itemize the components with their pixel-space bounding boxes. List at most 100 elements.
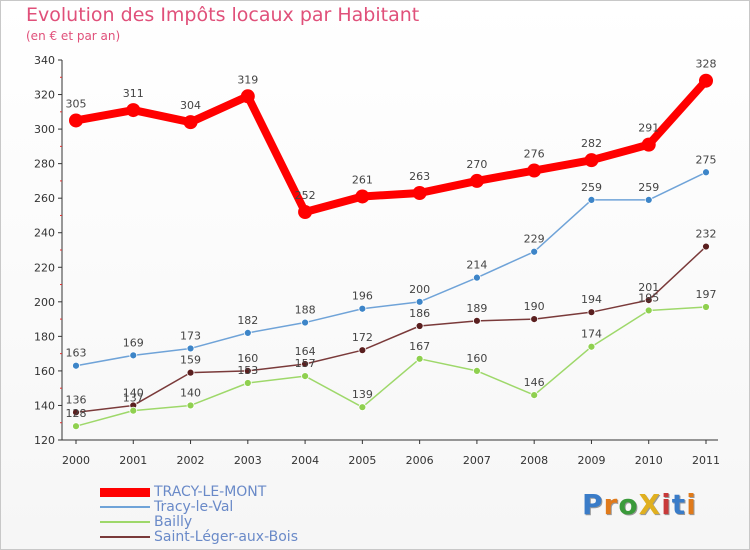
data-point-tracy-le-val [587,196,596,204]
x-tick-label: 2006 [406,454,434,467]
data-label-tracy-le-val: 169 [123,336,144,349]
data-point-tracy-le-mont [412,186,427,200]
data-label-tracy-le-val: 182 [237,314,258,327]
y-tick-label: 140 [34,399,55,412]
data-label-tracy-le-mont: 270 [466,158,487,171]
data-label-tracy-le-mont: 291 [638,122,659,135]
x-tick-label: 2009 [577,454,605,467]
data-label-tracy-le-mont: 261 [352,173,373,186]
data-point-tracy-le-val [186,344,195,353]
data-label-tracy-le-val: 163 [66,347,87,360]
data-label-bailly: 128 [66,407,87,420]
data-label-tracy-le-mont: 305 [66,97,87,110]
x-tick-label: 2011 [692,454,720,467]
data-point-tracy-le-mont [584,153,599,168]
data-label-tracy-le-mont: 276 [524,148,545,161]
legend-label: Saint-Léger-aux-Bois [154,529,298,545]
y-tick-label: 300 [34,123,55,136]
data-point-tracy-le-mont [527,163,542,178]
data-point-bailly [243,379,252,387]
data-point-tracy-le-val [72,361,80,370]
data-point-saint-leger-aux-bois [186,368,195,377]
data-point-bailly [587,342,596,351]
data-label-saint-leger-aux-bois: 190 [524,300,545,313]
x-tick-label: 2010 [635,454,663,467]
data-label-bailly: 137 [123,392,144,405]
data-point-bailly [530,391,539,399]
y-tick-label: 260 [34,192,55,205]
legend-label: Tracy-le-Val [154,499,234,515]
y-tick-label: 280 [34,158,55,171]
data-point-saint-leger-aux-bois [301,360,309,368]
data-point-tracy-le-val [301,318,309,327]
legend-swatch [100,521,150,523]
data-label-tracy-le-val: 188 [295,304,316,317]
data-point-bailly [473,367,481,375]
legend-item-tracy-le-val: Tracy-le-Val [100,499,360,515]
x-tick-label: 2003 [234,454,262,467]
x-tick-label: 2008 [520,454,548,467]
x-tick-label: 2001 [119,454,147,467]
data-label-tracy-le-val: 196 [352,290,373,303]
series-line-tracy-le-val [75,171,707,367]
data-label-saint-leger-aux-bois: 140 [123,386,144,399]
data-label-tracy-le-mont: 311 [123,87,144,100]
x-tick-label: 2000 [62,454,90,467]
proxiti-logo: ProXiti [582,488,697,521]
data-label-tracy-le-val: 229 [524,233,545,246]
data-label-saint-leger-aux-bois: 201 [638,281,659,294]
data-label-tracy-le-val: 214 [466,259,487,272]
data-label-tracy-le-mont: 328 [696,58,717,71]
series-line-tracy-le-mont [72,76,710,216]
data-label-saint-leger-aux-bois: 186 [409,307,430,320]
legend-item-bailly: Bailly [100,514,360,530]
data-point-tracy-le-val [530,247,539,256]
chart-subtitle: (en € et par an) [26,29,121,43]
data-label-tracy-le-val: 259 [581,181,602,194]
data-label-tracy-le-val: 259 [638,181,659,194]
data-label-saint-leger-aux-bois: 164 [295,345,316,358]
data-point-tracy-le-val [415,297,424,306]
y-tick-label: 200 [34,296,55,309]
data-label-tracy-le-val: 275 [696,153,717,166]
x-tick-label: 2005 [348,454,376,467]
data-label-tracy-le-mont: 319 [237,73,258,86]
data-label-saint-leger-aux-bois: 232 [696,228,717,241]
data-label-tracy-le-mont: 304 [180,99,201,112]
y-tick-label: 240 [34,227,55,240]
x-tick-label: 2007 [463,454,491,467]
data-label-saint-leger-aux-bois: 194 [581,293,602,306]
data-point-tracy-le-val [473,273,481,282]
data-label-bailly: 139 [352,388,373,401]
data-point-saint-leger-aux-bois [530,315,539,323]
data-label-saint-leger-aux-bois: 159 [180,354,201,367]
legend-label: TRACY-LE-MONT [154,484,267,500]
y-tick-label: 120 [34,434,55,447]
series-line-saint-leger-aux-bois [75,245,707,414]
data-point-tracy-le-mont [298,205,313,219]
data-label-bailly: 197 [696,288,717,301]
data-point-saint-leger-aux-bois [243,367,252,375]
data-point-tracy-le-mont [641,137,656,152]
data-point-tracy-le-mont [69,113,83,128]
legend-item-saint-leger-aux-bois: Saint-Léger-aux-Bois [100,529,360,545]
x-tick-label: 2004 [291,454,319,467]
data-point-bailly [358,403,367,412]
data-label-bailly: 140 [180,386,201,399]
y-tick-label: 180 [34,330,55,343]
data-label-bailly: 160 [466,352,487,365]
y-tick-label: 340 [34,54,55,67]
data-label-bailly: 146 [524,376,545,389]
legend-swatch [100,488,150,497]
series-line-bailly [75,306,707,427]
data-label-saint-leger-aux-bois: 172 [352,331,373,344]
data-point-saint-leger-aux-bois [473,316,481,325]
data-point-tracy-le-mont [699,73,713,88]
data-point-saint-leger-aux-bois [644,296,653,304]
data-label-tracy-le-mont: 263 [409,170,430,183]
data-label-tracy-le-mont: 282 [581,137,602,150]
data-point-tracy-le-mont [183,115,198,130]
x-tick-label: 2002 [177,454,205,467]
